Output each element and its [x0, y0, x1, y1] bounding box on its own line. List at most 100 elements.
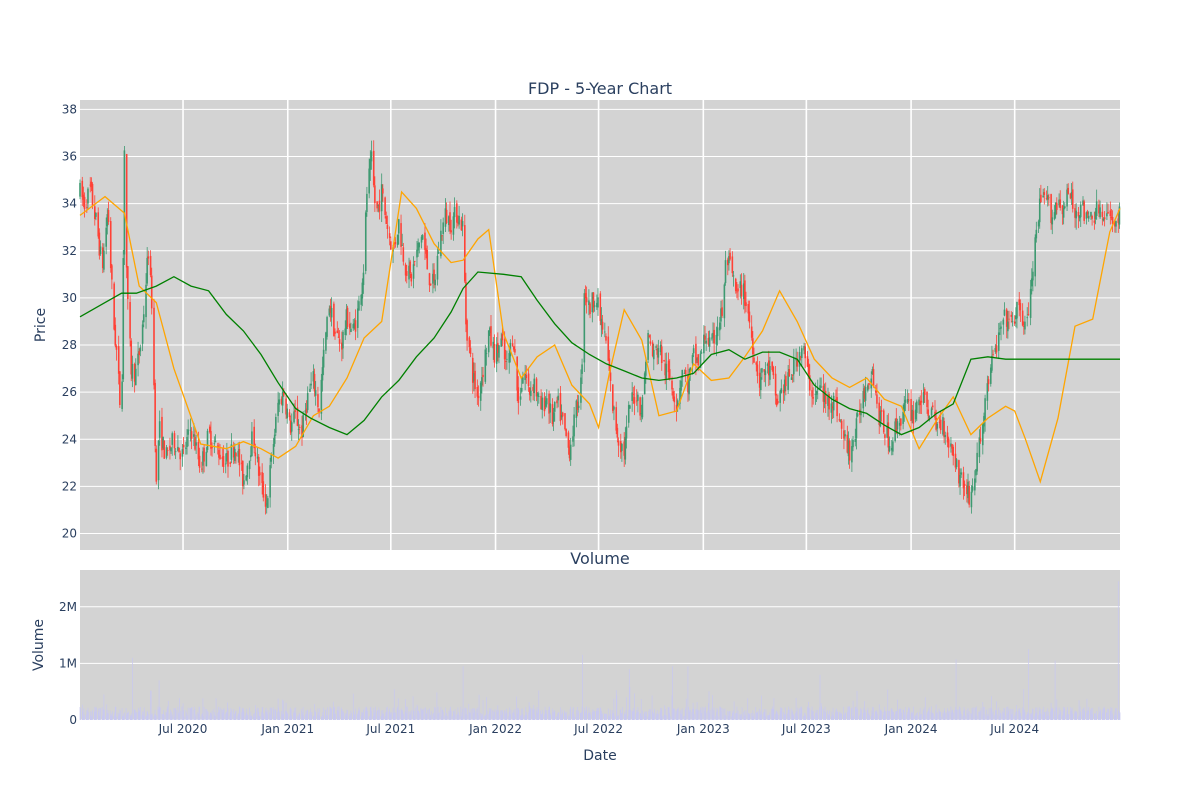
volume-bar	[1114, 711, 1116, 720]
volume-bar	[871, 710, 873, 720]
volume-bar	[318, 712, 319, 720]
candle-down	[876, 394, 878, 404]
volume-bar	[684, 709, 686, 720]
volume-bar	[747, 698, 749, 720]
candle-up	[281, 391, 284, 406]
volume-bar	[713, 707, 715, 720]
candle-up	[121, 381, 123, 409]
volume-bar	[375, 706, 376, 720]
volume-bar	[505, 711, 507, 720]
volume-bar	[936, 713, 938, 720]
volume-bar	[619, 709, 621, 720]
volume-bar	[825, 712, 827, 720]
volume-bar	[688, 709, 690, 720]
volume-bar	[983, 706, 984, 720]
candle-up	[647, 333, 649, 360]
volume-bar	[955, 659, 957, 720]
volume-bar	[903, 712, 905, 720]
volume-bar	[480, 712, 482, 720]
candle-up	[541, 397, 544, 411]
volume-bar	[939, 711, 940, 720]
candle-down	[445, 209, 448, 224]
candle-down	[83, 196, 86, 210]
volume-bar	[486, 710, 488, 720]
volume-bar	[922, 710, 924, 720]
volume-bar	[943, 713, 944, 720]
candle-down	[584, 293, 587, 299]
volume-bar	[206, 708, 207, 720]
volume-bar	[711, 708, 713, 720]
candle-up	[855, 418, 858, 439]
volume-bar	[245, 713, 247, 720]
volume-bar	[947, 708, 948, 720]
volume-bar	[345, 715, 347, 720]
candle-up	[122, 258, 125, 380]
candle-down	[939, 419, 942, 431]
volume-bar	[509, 707, 511, 720]
volume-bar	[496, 711, 498, 720]
volume-bar	[125, 708, 127, 720]
candle-down	[838, 419, 841, 421]
volume-bar	[434, 706, 435, 720]
volume-bar	[828, 713, 829, 720]
volume-bar	[831, 716, 832, 720]
volume-bar	[752, 710, 754, 720]
candle-up	[377, 204, 380, 206]
volume-bar	[983, 715, 985, 720]
candle-down	[1056, 202, 1058, 210]
candle-up	[453, 207, 456, 218]
volume-bar	[1016, 711, 1018, 720]
volume-bar	[213, 712, 215, 720]
candle-down	[884, 434, 886, 438]
volume-bar	[266, 711, 268, 720]
volume-bar	[277, 698, 279, 720]
date-x-axis-title: Date	[583, 748, 616, 764]
candle-up	[290, 422, 293, 432]
candle-up	[844, 434, 846, 437]
volume-bar	[166, 712, 167, 720]
volume-bar	[376, 711, 378, 720]
candle-up	[145, 284, 147, 318]
volume-bar	[432, 713, 434, 720]
candle-down	[242, 460, 244, 486]
volume-bar	[882, 712, 884, 720]
volume-bar	[1030, 713, 1031, 720]
volume-bar	[601, 713, 603, 720]
volume-bar	[998, 707, 1000, 720]
volume-bar	[365, 706, 367, 720]
candle-down	[261, 472, 263, 484]
volume-bar	[668, 707, 670, 720]
volume-bar	[708, 691, 710, 720]
volume-bar	[647, 716, 649, 720]
volume-bar	[86, 710, 88, 720]
volume-bar	[960, 714, 962, 720]
candle-down	[791, 374, 794, 376]
volume-bar	[676, 709, 678, 720]
candle-up	[350, 328, 352, 332]
volume-bar	[1002, 711, 1004, 720]
volume-bar	[116, 716, 117, 720]
candle-down	[386, 225, 389, 229]
volume-bar	[812, 711, 813, 720]
volume-bar	[991, 696, 992, 720]
candle-up	[739, 281, 742, 288]
candle-down	[668, 369, 671, 379]
candle-down	[551, 404, 554, 424]
x-tick-label: Jul 2024	[989, 722, 1039, 736]
volume-bar	[133, 709, 135, 720]
volume-bar	[919, 707, 921, 720]
volume-bar	[295, 707, 297, 720]
candle-up	[645, 361, 647, 376]
volume-bar	[737, 710, 739, 720]
volume-bar	[1026, 714, 1027, 720]
volume-bar	[615, 690, 617, 720]
candle-up	[1042, 195, 1044, 198]
volume-bar	[1014, 715, 1016, 720]
volume-bar	[878, 704, 880, 720]
volume-bar	[883, 715, 885, 720]
volume-bar	[854, 707, 856, 720]
candle-up	[573, 414, 575, 437]
volume-bar	[271, 708, 273, 720]
volume-bar	[573, 714, 575, 720]
candle-down	[338, 339, 341, 344]
